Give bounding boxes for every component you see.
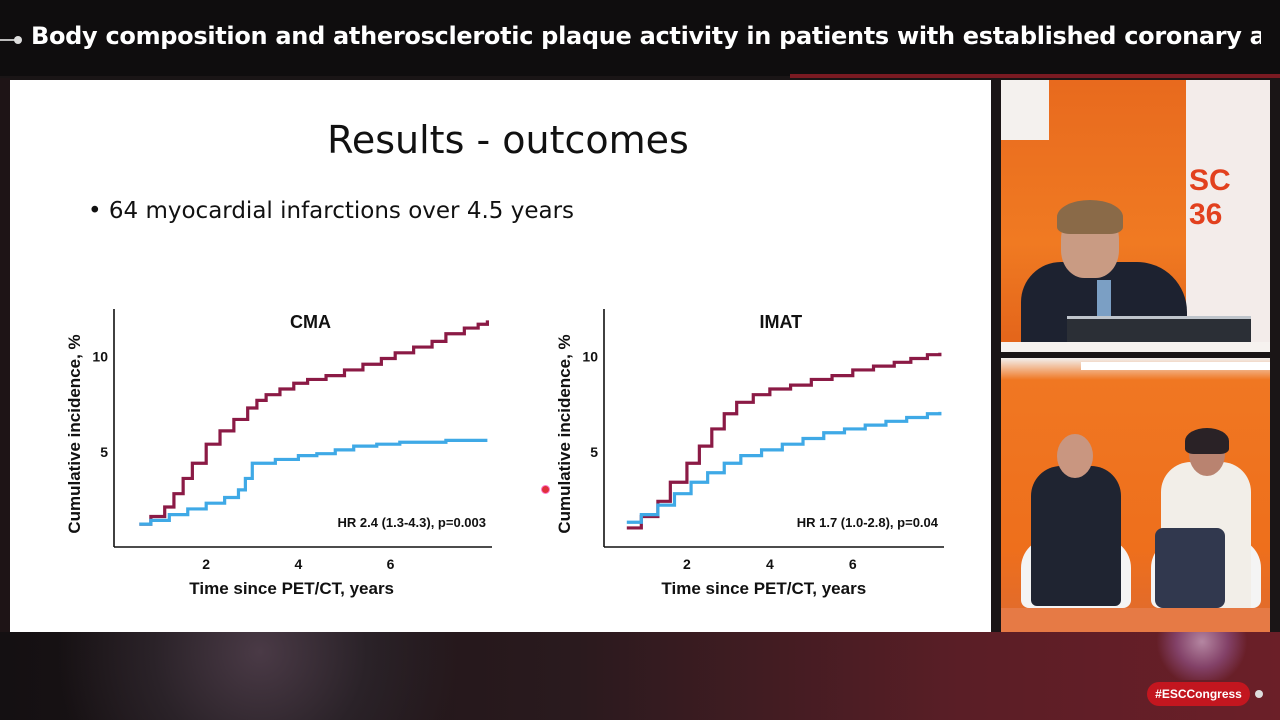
- chart-title: CMA: [290, 312, 331, 332]
- panel-camera-feed: [1001, 358, 1270, 632]
- y-tick-label: 10: [92, 349, 108, 365]
- podium: [1067, 316, 1251, 347]
- low-group-curve: [139, 438, 488, 526]
- progress-dot-icon: [14, 36, 22, 44]
- x-tick-label: 2: [683, 556, 691, 572]
- hazard-ratio-annotation: HR 2.4 (1.3-4.3), p=0.003: [338, 515, 487, 530]
- moderator-woman-skirt: [1155, 528, 1225, 608]
- title-bar: Body composition and atherosclerotic pla…: [0, 0, 1280, 78]
- wall: [1001, 80, 1049, 140]
- chart-svg: IMAT 2 4 6 5 10 Time since PET/CT, years Cumula…: [555, 309, 944, 598]
- moderator-woman-hair: [1185, 428, 1229, 454]
- badge-dot-icon: [1255, 690, 1263, 698]
- ceiling-light: [1081, 362, 1270, 370]
- backdrop-panel: [1186, 80, 1270, 352]
- hazard-ratio-annotation: HR 1.7 (1.0-2.8), p=0.04: [797, 515, 939, 530]
- backdrop-text: SC 36: [1189, 164, 1231, 231]
- y-axis-label: Cumulative incidence, %: [65, 334, 84, 533]
- x-tick-label: 4: [294, 556, 302, 572]
- x-tick-label: 6: [387, 556, 395, 572]
- speaker-hair: [1057, 200, 1123, 234]
- x-tick-label: 2: [202, 556, 210, 572]
- imat-chart: IMAT 2 4 6 5 10 Time since PET/CT, years Cumula…: [550, 300, 990, 600]
- slide-bullet: • 64 myocardial infarctions over 4.5 yea…: [88, 198, 575, 224]
- moderator-man-head: [1057, 434, 1093, 478]
- progress-line: [0, 39, 20, 41]
- cma-chart: CMA 2 4 6 5 10 Time since PET/CT, years Cumulat…: [60, 300, 510, 600]
- x-tick-label: 6: [849, 556, 857, 572]
- moderator-man: [1031, 466, 1121, 606]
- y-tick-label: 5: [100, 444, 108, 460]
- globe-decoration: [1150, 632, 1254, 680]
- presentation-slide: Results - outcomes • 64 myocardial infar…: [10, 80, 991, 632]
- hashtag-badge[interactable]: #ESCCongress: [1147, 682, 1250, 706]
- session-title: Body composition and atherosclerotic pla…: [31, 22, 1261, 50]
- stage-floor: [1001, 342, 1270, 352]
- x-axis-label: Time since PET/CT, years: [661, 579, 866, 598]
- network-pattern-decoration: [0, 632, 520, 720]
- x-axis-label: Time since PET/CT, years: [189, 579, 394, 598]
- speaker-camera-feed: SC 36: [1001, 80, 1270, 352]
- chart-svg: CMA 2 4 6 5 10 Time since PET/CT, years Cumulat…: [65, 309, 492, 598]
- slide-title: Results - outcomes: [327, 118, 689, 162]
- stage-floor: [1001, 608, 1270, 632]
- y-tick-label: 10: [582, 349, 598, 365]
- laser-pointer: [541, 485, 550, 494]
- high-group-curve: [626, 352, 942, 530]
- low-group-curve: [626, 411, 942, 524]
- background-edge: [0, 78, 10, 632]
- chart-title: IMAT: [759, 312, 802, 332]
- y-axis-label: Cumulative incidence, %: [555, 334, 574, 533]
- x-tick-label: 4: [766, 556, 774, 572]
- accent-line: [790, 74, 1280, 78]
- y-tick-label: 5: [590, 444, 598, 460]
- high-group-curve: [139, 320, 489, 526]
